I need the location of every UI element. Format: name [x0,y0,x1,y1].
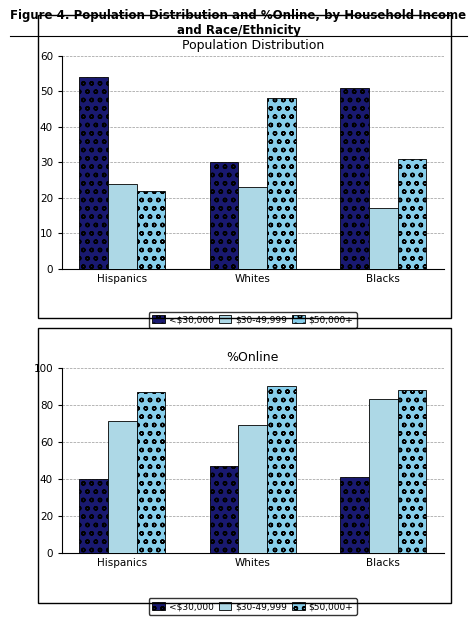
Bar [267,386,295,553]
Title: Population Distribution: Population Distribution [181,39,323,52]
Bar [79,479,108,553]
Legend: <$30,000, $30-49,999, $50,000+: <$30,000, $30-49,999, $50,000+ [149,598,356,615]
Bar [339,477,368,553]
Bar [79,77,108,269]
Text: Figure 4. Population Distribution and %Online, by Household Income
and Race/Ethn: Figure 4. Population Distribution and %O… [10,9,466,37]
Bar [397,159,426,269]
Legend: <$30,000, $30-49,999, $50,000+: <$30,000, $30-49,999, $50,000+ [149,311,356,328]
Bar [108,421,137,553]
Bar [238,187,267,269]
Bar [397,390,426,553]
Bar [267,98,295,269]
Bar [137,392,165,553]
Bar [209,162,238,269]
Bar [368,399,397,553]
Bar [339,88,368,269]
Bar [368,208,397,269]
Bar [137,190,165,269]
Bar [108,184,137,269]
Bar [238,425,267,553]
Title: %Online: %Online [226,351,278,364]
Bar [209,466,238,553]
